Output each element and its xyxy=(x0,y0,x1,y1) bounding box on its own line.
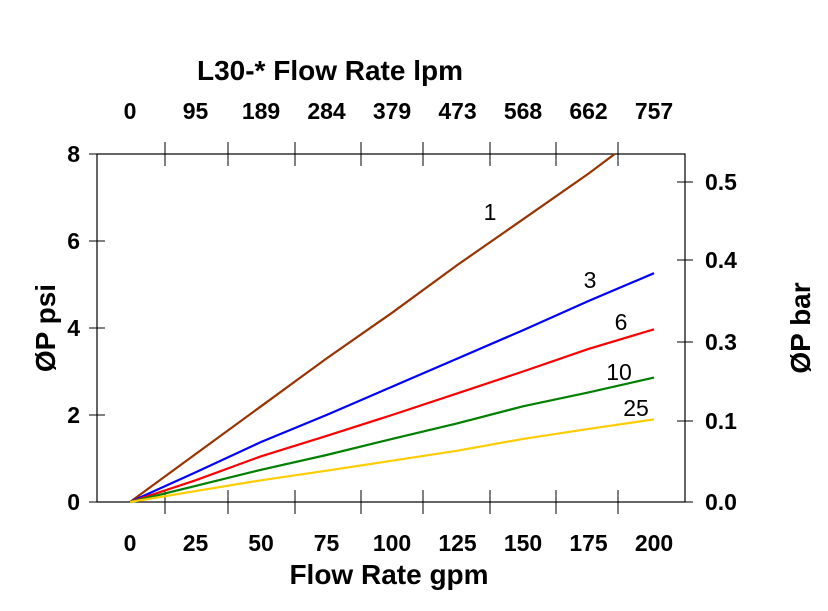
y2-tick-label: 0.4 xyxy=(705,247,737,273)
top-tick-label: 568 xyxy=(504,98,543,124)
y-axis-label: ØP psi xyxy=(30,284,61,372)
top-tick-label: 473 xyxy=(438,98,476,124)
top-tick-label: 95 xyxy=(183,98,209,124)
y2-axis-label: ØP bar xyxy=(785,282,816,373)
x-tick-label: 125 xyxy=(438,530,477,556)
top-tick-label: 757 xyxy=(635,98,673,124)
x-tick-label: 100 xyxy=(373,530,411,556)
top-tick-label: 284 xyxy=(307,98,346,124)
series-label-3: 3 xyxy=(584,267,597,293)
x-axis-label: Flow Rate gpm xyxy=(289,559,488,590)
y2-tick-label: 0.3 xyxy=(705,329,737,355)
chart-title: L30-* Flow Rate lpm xyxy=(197,55,463,86)
series-line-25 xyxy=(129,418,655,504)
ticks xyxy=(89,142,693,514)
series-line-1 xyxy=(129,153,616,503)
x-tick-label: 0 xyxy=(124,530,137,556)
series-line-6 xyxy=(129,328,655,504)
y2-tick-label: 0.1 xyxy=(705,408,737,434)
series-label-1: 1 xyxy=(484,199,497,225)
y-tick-label: 6 xyxy=(67,228,80,254)
series-line-10 xyxy=(129,376,655,504)
x-tick-label: 50 xyxy=(248,530,274,556)
plot-frame xyxy=(96,153,686,503)
series-lines: 1 36 10 25 xyxy=(129,153,655,504)
top-tick-label: 662 xyxy=(569,98,607,124)
series-label-10: 10 xyxy=(606,359,632,385)
top-tick-label: 189 xyxy=(242,98,280,124)
y2-tick-label: 0.5 xyxy=(705,169,737,195)
top-tick-label: 0 xyxy=(124,98,137,124)
series-label-25: 25 xyxy=(623,395,649,421)
y-tick-label: 0 xyxy=(67,489,80,515)
series-line-3 xyxy=(129,272,655,504)
x-tick-label: 25 xyxy=(183,530,209,556)
x-tick-label: 150 xyxy=(504,530,542,556)
x-tick-label: 200 xyxy=(635,530,673,556)
y2-tick-label: 0.0 xyxy=(705,489,737,515)
top-tick-label: 379 xyxy=(373,98,411,124)
series-label-6: 6 xyxy=(615,309,628,335)
x-tick-label: 75 xyxy=(314,530,340,556)
y-tick-label: 8 xyxy=(67,141,80,167)
x-tick-label: 175 xyxy=(569,530,608,556)
y-tick-label: 2 xyxy=(67,402,80,428)
y-tick-label: 4 xyxy=(67,315,80,341)
